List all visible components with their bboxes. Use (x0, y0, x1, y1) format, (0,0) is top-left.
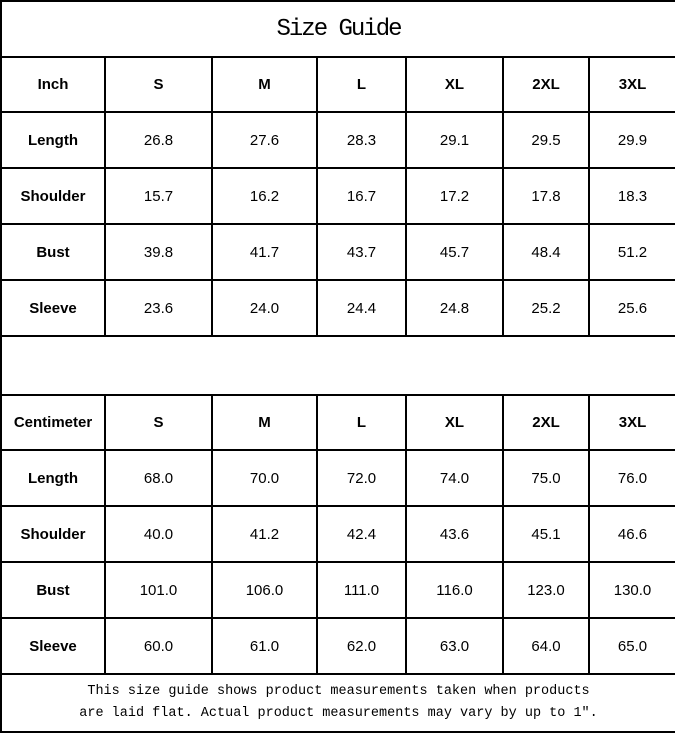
measurement-cell: 43.7 (316, 223, 407, 281)
inch-header-row: Inch S M L XL 2XL 3XL (0, 56, 675, 113)
measurement-cell: 39.8 (104, 223, 213, 281)
row-label: Sleeve (0, 279, 106, 337)
measurement-cell: 26.8 (104, 111, 213, 169)
measurement-cell: 123.0 (502, 561, 590, 619)
inch-row-length: Length 26.8 27.6 28.3 29.1 29.5 29.9 (0, 111, 675, 169)
measurement-cell: 61.0 (211, 617, 318, 675)
measurement-cell: 29.9 (587, 111, 675, 169)
size-header-l: L (316, 394, 407, 451)
size-header-3xl: 3XL (587, 394, 675, 451)
row-label: Shoulder (0, 505, 106, 563)
measurement-cell: 18.3 (587, 167, 675, 225)
measurement-cell: 28.3 (316, 111, 407, 169)
cm-row-sleeve: Sleeve 60.0 61.0 62.0 63.0 64.0 65.0 (0, 617, 675, 675)
measurement-cell: 101.0 (104, 561, 213, 619)
row-label: Length (0, 449, 106, 507)
size-header-3xl: 3XL (587, 56, 675, 113)
page-title: Size Guide (0, 0, 675, 58)
measurement-cell: 16.2 (211, 167, 318, 225)
size-header-2xl: 2XL (502, 56, 590, 113)
measurement-cell: 70.0 (211, 449, 318, 507)
cm-unit-label: Centimeter (0, 394, 106, 451)
footer-note-row: This size guide shows product measuremen… (0, 673, 675, 733)
measurement-cell: 24.4 (316, 279, 407, 337)
measurement-cell: 68.0 (104, 449, 213, 507)
cm-row-shoulder: Shoulder 40.0 41.2 42.4 43.6 45.1 46.6 (0, 505, 675, 563)
size-header-m: M (211, 394, 318, 451)
spacer-row (0, 335, 675, 396)
measurement-cell: 60.0 (104, 617, 213, 675)
measurement-cell: 111.0 (316, 561, 407, 619)
measurement-cell: 23.6 (104, 279, 213, 337)
size-header-xl: XL (405, 56, 504, 113)
measurement-cell: 45.1 (502, 505, 590, 563)
size-header-s: S (104, 56, 213, 113)
measurement-cell: 24.0 (211, 279, 318, 337)
row-label: Shoulder (0, 167, 106, 225)
measurement-cell: 74.0 (405, 449, 504, 507)
cm-header-row: Centimeter S M L XL 2XL 3XL (0, 394, 675, 451)
measurement-cell: 24.8 (405, 279, 504, 337)
footer-note: This size guide shows product measuremen… (0, 673, 675, 733)
row-label: Sleeve (0, 617, 106, 675)
cm-row-bust: Bust 101.0 106.0 111.0 116.0 123.0 130.0 (0, 561, 675, 619)
cm-row-length: Length 68.0 70.0 72.0 74.0 75.0 76.0 (0, 449, 675, 507)
inch-row-sleeve: Sleeve 23.6 24.0 24.4 24.8 25.2 25.6 (0, 279, 675, 337)
measurement-cell: 29.1 (405, 111, 504, 169)
measurement-cell: 43.6 (405, 505, 504, 563)
measurement-cell: 116.0 (405, 561, 504, 619)
inch-row-bust: Bust 39.8 41.7 43.7 45.7 48.4 51.2 (0, 223, 675, 281)
row-label: Bust (0, 561, 106, 619)
inch-unit-label: Inch (0, 56, 106, 113)
measurement-cell: 27.6 (211, 111, 318, 169)
row-label: Length (0, 111, 106, 169)
measurement-cell: 45.7 (405, 223, 504, 281)
measurement-cell: 16.7 (316, 167, 407, 225)
size-header-xl: XL (405, 394, 504, 451)
measurement-cell: 17.2 (405, 167, 504, 225)
inch-row-shoulder: Shoulder 15.7 16.2 16.7 17.2 17.8 18.3 (0, 167, 675, 225)
measurement-cell: 46.6 (587, 505, 675, 563)
measurement-cell: 106.0 (211, 561, 318, 619)
measurement-cell: 75.0 (502, 449, 590, 507)
measurement-cell: 29.5 (502, 111, 590, 169)
measurement-cell: 63.0 (405, 617, 504, 675)
footer-note-line1: This size guide shows product measuremen… (87, 684, 590, 700)
measurement-cell: 48.4 (502, 223, 590, 281)
size-header-2xl: 2XL (502, 394, 590, 451)
measurement-cell: 72.0 (316, 449, 407, 507)
measurement-cell: 51.2 (587, 223, 675, 281)
size-header-l: L (316, 56, 407, 113)
measurement-cell: 62.0 (316, 617, 407, 675)
measurement-cell: 17.8 (502, 167, 590, 225)
measurement-cell: 25.6 (587, 279, 675, 337)
footer-note-line2: are laid flat. Actual product measuremen… (79, 706, 598, 721)
measurement-cell: 76.0 (587, 449, 675, 507)
measurement-cell: 130.0 (587, 561, 675, 619)
measurement-cell: 41.2 (211, 505, 318, 563)
measurement-cell: 42.4 (316, 505, 407, 563)
title-row: Size Guide (0, 0, 675, 58)
measurement-cell: 64.0 (502, 617, 590, 675)
measurement-cell: 15.7 (104, 167, 213, 225)
measurement-cell: 25.2 (502, 279, 590, 337)
spacer-cell (0, 335, 675, 396)
measurement-cell: 41.7 (211, 223, 318, 281)
measurement-cell: 65.0 (587, 617, 675, 675)
size-header-s: S (104, 394, 213, 451)
row-label: Bust (0, 223, 106, 281)
measurement-cell: 40.0 (104, 505, 213, 563)
size-header-m: M (211, 56, 318, 113)
